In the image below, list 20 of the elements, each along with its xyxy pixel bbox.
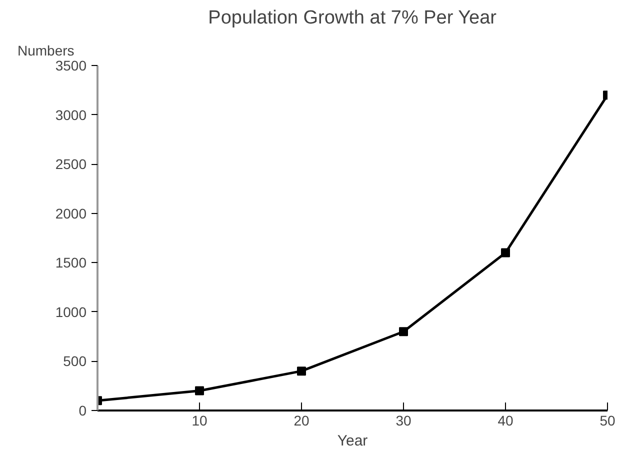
point bbox=[297, 366, 306, 376]
x-tick-label: 50 bbox=[600, 412, 616, 428]
y-tick-label: 500 bbox=[63, 353, 87, 370]
y-axis-title: Numbers bbox=[18, 42, 74, 58]
point bbox=[399, 327, 408, 336]
y-tick-label: 2500 bbox=[55, 156, 87, 172]
y-tick-label: 3500 bbox=[55, 58, 87, 74]
x-tick-label: 40 bbox=[498, 412, 514, 428]
x-tick-label: 10 bbox=[192, 412, 208, 428]
chart-title: Population Growth at 7% Per Year bbox=[208, 8, 498, 28]
point bbox=[195, 386, 204, 396]
x-tick-label: 30 bbox=[396, 412, 412, 428]
y-tick-label: 3000 bbox=[55, 106, 87, 123]
y-tick-label: 1000 bbox=[55, 304, 87, 320]
y-tick-label: 0 bbox=[78, 402, 87, 418]
point bbox=[501, 248, 510, 258]
x-axis-title: Year bbox=[337, 432, 368, 450]
y-tick-label: 1500 bbox=[55, 254, 87, 271]
y-tick-label: 2000 bbox=[55, 205, 87, 222]
x-tick-label: 20 bbox=[294, 412, 310, 428]
